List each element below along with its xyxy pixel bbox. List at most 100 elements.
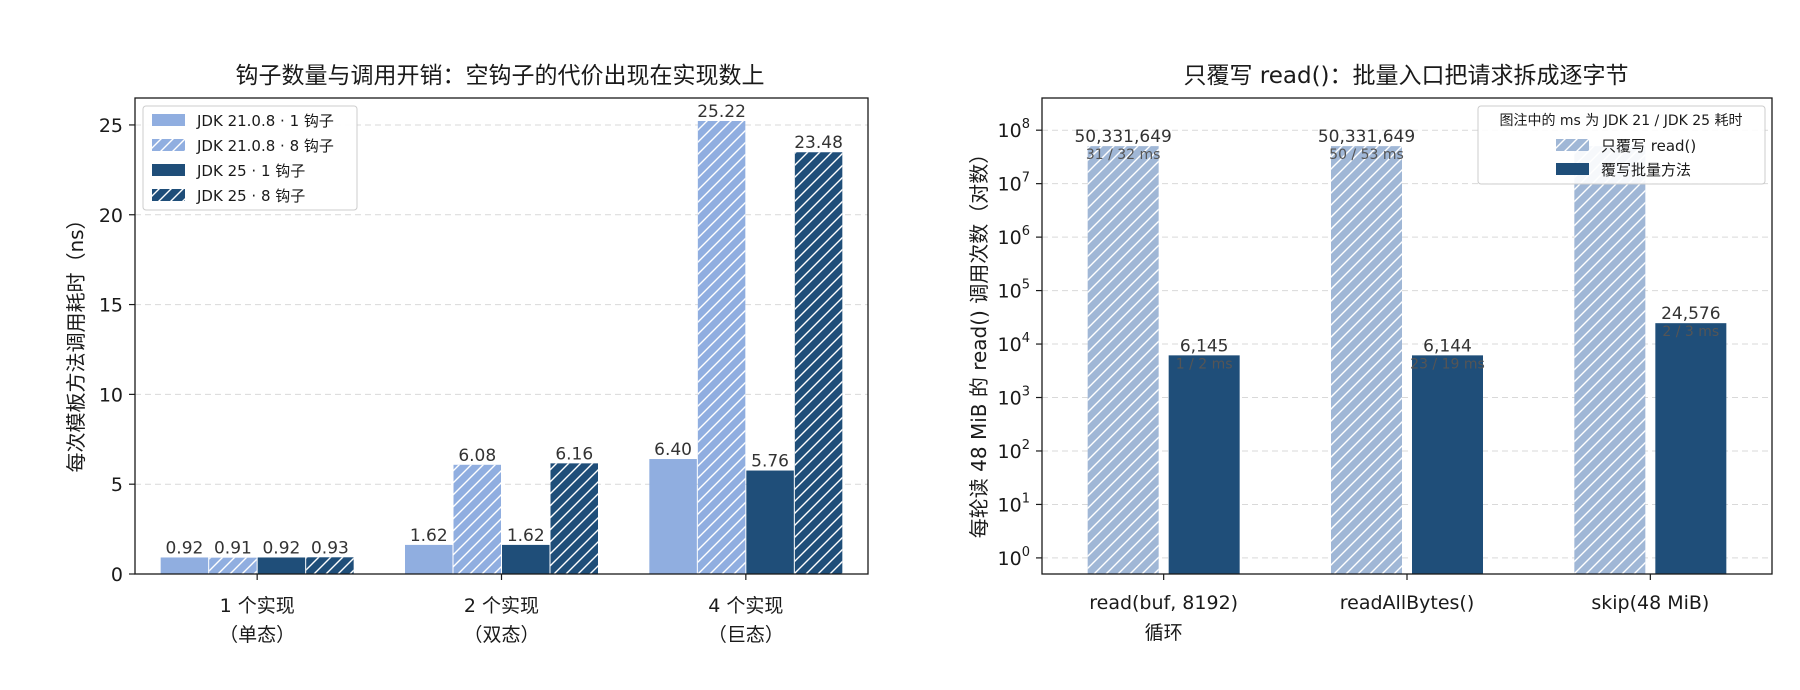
left-bar-0-3-hatch (306, 557, 354, 574)
left-legend-swatch-2 (152, 164, 185, 176)
left-bar-0-1-hatch (209, 557, 257, 574)
left-bar-2-3-hatch (794, 152, 843, 574)
right-bar-2-0 (1574, 146, 1646, 574)
left-bar-0-3 (306, 557, 354, 574)
left-x-tick-label-2-0: 4 个实现 (708, 595, 783, 617)
left-y-tick-label-5: 25 (99, 115, 123, 137)
left-legend-label-2: JDK 25 · 1 钩子 (196, 162, 305, 180)
right-legend: 图注中的 ms 为 JDK 21 / JDK 25 耗时 只覆写 read() 覆… (1477, 105, 1766, 185)
right-legend-box (1477, 105, 1766, 185)
right-bar-0-1 (1168, 355, 1240, 574)
right-bars (1087, 146, 1727, 574)
right-legend-swatch-1-fill (1556, 163, 1589, 175)
left-bar-label-0-2: 0.92 (262, 538, 300, 558)
right-gridlines (1042, 129, 1772, 559)
right-bar-2-1 (1655, 323, 1727, 574)
left-legend-label-1: JDK 21.0.8 · 8 钩子 (196, 137, 334, 155)
right-y-tick-label-4: 104 (998, 331, 1030, 356)
left-bar-2-1-hatch (697, 120, 746, 574)
right-bar-1-1 (1412, 355, 1483, 574)
left-legend-box (142, 105, 358, 211)
left-bar-1-0-fill (405, 544, 453, 574)
right-legend-swatch-0 (1556, 139, 1589, 151)
right-y-tick-label-0: 100 (998, 545, 1030, 570)
right-x-tick-label-0-1: 循环 (1145, 622, 1183, 644)
left-bar-label-1-1: 6.08 (458, 446, 496, 466)
left-chart: 钩子数量与调用开销：空钩子的代价出现在实现数上 每次模板方法调用耗时（ns） 0… (64, 63, 869, 646)
right-bar-ms-label-0-1: 1 / 2 ms (1176, 356, 1233, 372)
left-bar-1-0 (405, 544, 453, 574)
right-x-tick-label-0-0: read(buf, 8192) (1089, 592, 1238, 614)
left-x-tick-label-2-1: （巨态） (708, 624, 784, 646)
left-bar-2-1 (697, 120, 746, 574)
right-bar-label-0-0: 50,331,649 (1074, 127, 1171, 147)
left-bar-label-1-0: 1.62 (410, 526, 448, 546)
right-legend-swatch-1 (1556, 163, 1589, 175)
left-legend-swatch-0 (152, 114, 185, 126)
left-bar-0-2 (257, 557, 306, 574)
left-data-labels: 0.92 0.91 0.92 0.93 1.62 6.08 1.62 6.16 6.40 25.2… (165, 102, 842, 559)
left-bar-label-0-0: 0.92 (165, 538, 203, 558)
left-legend-label-3: JDK 25 · 8 钩子 (196, 187, 305, 205)
left-bar-2-0 (649, 459, 697, 574)
left-bar-2-2 (746, 470, 794, 574)
left-legend-swatch-3-hatch (152, 189, 185, 201)
right-bar-1-0 (1331, 146, 1402, 574)
left-bar-0-0-fill (160, 557, 209, 574)
left-x-tick-label-1-0: 2 个实现 (464, 595, 539, 617)
right-y-axis-label: 每轮读 48 MiB 的 read() 调用次数（对数） (967, 144, 991, 538)
left-legend-swatch-0-fill (152, 114, 185, 126)
right-bar-label-2-1: 24,576 (1661, 304, 1720, 324)
right-bar-ms-label-2-1: 2 / 3 ms (1662, 324, 1719, 340)
left-bar-1-1-hatch (453, 464, 501, 574)
right-legend-title: 图注中的 ms 为 JDK 21 / JDK 25 耗时 (1499, 113, 1742, 129)
right-y-tick-label-6: 106 (998, 224, 1030, 249)
left-bar-label-2-2: 5.76 (751, 452, 789, 472)
right-y-tick-label-3: 103 (998, 385, 1030, 410)
right-bar-ms-label-1-0: 50 / 53 ms (1329, 147, 1404, 163)
right-y-tick-label-5: 105 (998, 278, 1030, 303)
right-bar-label-1-0: 50,331,649 (1318, 127, 1415, 147)
left-chart-title: 钩子数量与调用开销：空钩子的代价出现在实现数上 (236, 63, 765, 89)
left-bar-0-1 (209, 557, 257, 574)
left-legend-swatch-1-hatch (152, 139, 185, 151)
left-legend-swatch-3 (152, 189, 185, 201)
right-bar-2-1-fill (1655, 323, 1727, 574)
right-bar-1-1-fill (1412, 355, 1483, 574)
right-x-tick-label-2-0: skip(48 MiB) (1591, 592, 1709, 614)
right-bar-label-0-1: 6,145 (1180, 336, 1229, 356)
right-bar-ms-label-1-1: 23 / 19 ms (1410, 356, 1485, 372)
left-x-tick-label-0-0: 1 个实现 (220, 595, 295, 617)
left-bar-label-0-3: 0.93 (311, 538, 349, 558)
left-x-ticks: 1 个实现 （单态） 2 个实现 （双态） 4 个实现 （巨态） (219, 574, 784, 646)
left-y-tick-label-1: 5 (111, 474, 123, 496)
left-bar-1-2 (502, 544, 550, 574)
left-x-tick-label-1-1: （双态） (463, 624, 539, 646)
left-bar-2-3 (794, 152, 843, 574)
left-y-tick-label-2: 10 (99, 384, 123, 406)
left-gridlines (135, 124, 868, 485)
right-y-tick-label-7: 107 (998, 171, 1030, 196)
left-y-tick-label-3: 15 (99, 295, 123, 317)
left-plot-frame (134, 97, 869, 575)
left-bar-1-2-fill (502, 544, 550, 574)
right-y-tick-label-2: 102 (998, 438, 1030, 463)
right-legend-swatch-0-hatch (1556, 139, 1589, 151)
left-bars (160, 120, 843, 574)
left-legend: JDK 21.0.8 · 1 钩子 JDK 21.0.8 · 8 钩子 JDK 25… (142, 105, 358, 211)
right-bar-0-1-fill (1168, 355, 1240, 574)
right-chart-title: 只覆写 read()：批量入口把请求拆成逐字节 (1183, 63, 1628, 89)
left-bar-label-1-3: 6.16 (555, 444, 593, 464)
left-bar-label-2-3: 23.48 (794, 133, 843, 153)
left-bar-0-0 (160, 557, 209, 574)
right-bar-2-0-hatch (1574, 146, 1646, 574)
left-bar-label-2-0: 6.40 (654, 440, 692, 460)
left-bar-1-3-hatch (550, 463, 598, 574)
right-chart: 只覆写 read()：批量入口把请求拆成逐字节 每轮读 48 MiB 的 rea… (967, 63, 1773, 644)
left-x-tick-label-0-1: （单态） (219, 624, 295, 646)
left-bar-label-1-2: 1.62 (507, 526, 545, 546)
left-bar-label-2-1: 25.22 (697, 102, 746, 122)
right-legend-label-0: 只覆写 read() (1601, 137, 1696, 155)
